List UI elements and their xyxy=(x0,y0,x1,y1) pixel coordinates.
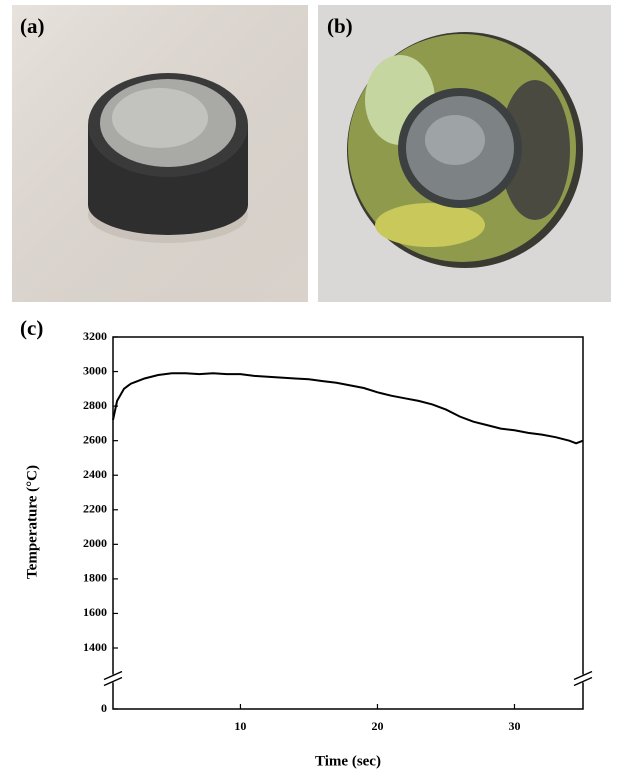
figure: (a) (b) (c) Time (sec) Temperature (°C) … xyxy=(0,0,621,778)
y-tick-label: 2600 xyxy=(83,432,107,446)
photo-b xyxy=(318,5,611,302)
photo-a xyxy=(12,5,308,302)
temperature-line xyxy=(113,373,583,443)
y-tick-label: 2800 xyxy=(83,398,107,412)
x-tick-label: 30 xyxy=(508,719,520,733)
y-tick-label: 1600 xyxy=(83,605,107,619)
plot-frame xyxy=(113,337,583,709)
y-tick-label: 2000 xyxy=(83,536,107,550)
y-tick-label: 0 xyxy=(101,701,107,715)
panel-label: (a) xyxy=(20,14,45,38)
x-axis-title: Time (sec) xyxy=(315,753,381,769)
y-tick-label: 3000 xyxy=(83,363,107,377)
y-tick-label: 2200 xyxy=(83,502,107,516)
panel-label: (b) xyxy=(327,14,353,38)
x-tick-label: 20 xyxy=(371,719,383,733)
y-axis-title: Temperature (°C) xyxy=(24,465,40,579)
y-tick-label: 2400 xyxy=(83,467,107,481)
y-tick-label: 3200 xyxy=(83,329,107,343)
y-tick-label: 1400 xyxy=(83,640,107,654)
x-tick-label: 10 xyxy=(234,719,246,733)
y-tick-label: 1800 xyxy=(83,571,107,585)
panel-label: (c) xyxy=(20,316,43,340)
